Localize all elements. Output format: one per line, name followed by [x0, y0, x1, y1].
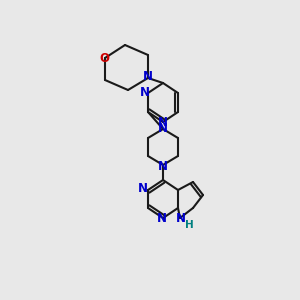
- Text: N: N: [158, 116, 168, 130]
- Text: H: H: [184, 220, 194, 230]
- Text: N: N: [176, 212, 186, 226]
- Text: N: N: [158, 160, 168, 172]
- Text: N: N: [157, 212, 167, 226]
- Text: N: N: [143, 70, 153, 83]
- Text: N: N: [140, 86, 150, 100]
- Text: N: N: [158, 122, 168, 134]
- Text: O: O: [99, 52, 109, 64]
- Text: N: N: [138, 182, 148, 196]
